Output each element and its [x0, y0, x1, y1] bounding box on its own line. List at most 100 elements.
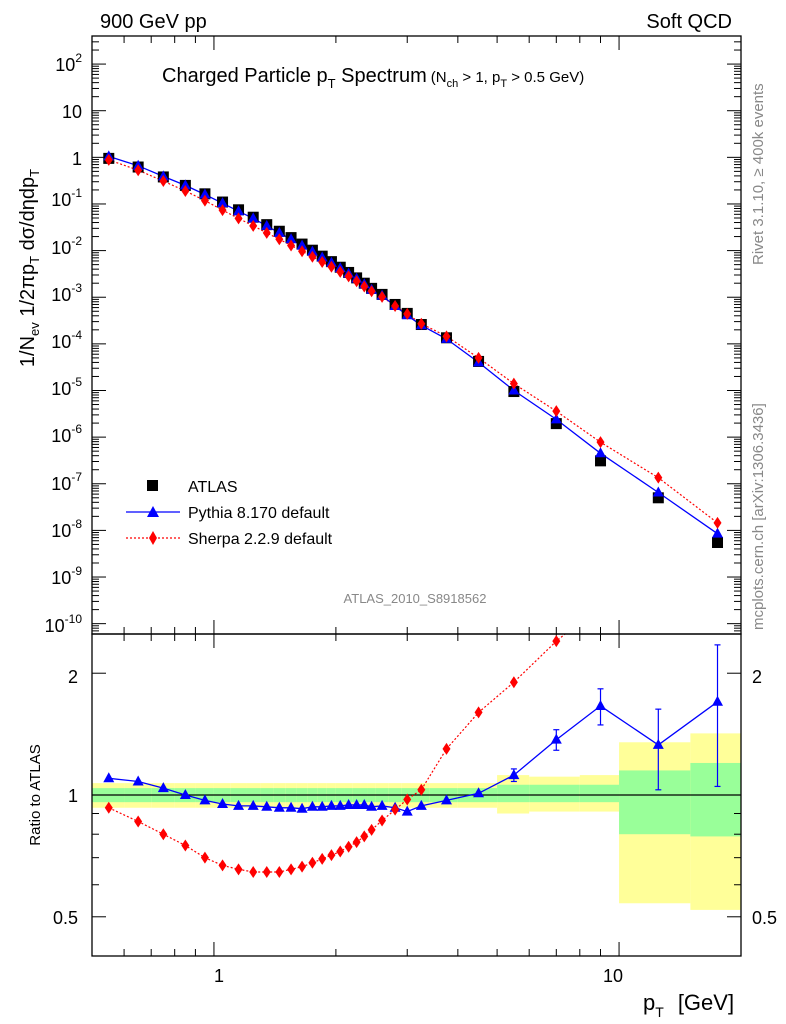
sherpa-point	[352, 275, 361, 288]
ratio-pythia-point	[712, 695, 724, 706]
sherpa-point	[417, 317, 426, 330]
sherpa-point	[336, 265, 345, 278]
sherpa-point	[360, 280, 369, 293]
atlas-point	[550, 418, 562, 430]
mcplots-label: mcplots.cern.ch [arXiv:1306.3436]	[750, 403, 767, 630]
pythia-line	[108, 155, 718, 535]
ratio-pythia-point	[343, 798, 355, 809]
sherpa-point	[474, 351, 483, 364]
ratio-pythia-point	[103, 772, 115, 783]
sherpa-point	[442, 330, 451, 343]
sherpa-point	[367, 285, 376, 298]
ratio-pythia-point	[401, 805, 413, 816]
ratio-sherpa-point	[200, 851, 209, 864]
legend-pythia-label: Pythia 8.170 default	[188, 505, 330, 522]
main-series-layer	[103, 150, 724, 548]
x-axis-label: pT [GeV]	[643, 990, 734, 1020]
ratio-sherpa-point	[218, 859, 227, 872]
ytick-label-1e-1: 10-1	[51, 186, 82, 210]
ytick-label-1: 1	[72, 149, 82, 169]
pythia-point	[199, 188, 211, 199]
analysis-watermark: ATLAS_2010_S8918562	[344, 591, 487, 606]
ytick-label-1e-10: 10-10	[45, 612, 83, 636]
ytick-label-1e-4: 10-4	[51, 328, 82, 352]
sherpa-point	[596, 436, 605, 449]
sherpa-point	[552, 405, 561, 418]
pythia-point	[652, 486, 664, 497]
ratio-pythia-point	[358, 798, 370, 809]
ratio-pythia-point	[473, 787, 485, 798]
ratio-sherpa-point	[352, 836, 361, 849]
ytick-label-1e-8: 10-8	[51, 517, 82, 541]
ratio-pythia-point	[179, 789, 191, 799]
main-ytick-labels: 10-10 10-9 10-8 10-7 10-6 10-5 10-4 10-3…	[45, 51, 83, 636]
ytick-label-1e-6: 10-6	[51, 422, 82, 446]
ratio-sherpa-point	[104, 801, 113, 814]
ratio-pythia-point	[157, 782, 169, 793]
ratio-sherpa-point	[378, 814, 387, 827]
ratio-pythia-point	[217, 798, 229, 809]
pythia-point	[306, 245, 318, 256]
sherpa-point	[308, 250, 317, 263]
ratio-sherpa-point	[298, 860, 307, 873]
sherpa-point	[378, 290, 387, 303]
ratio-sherpa-point	[262, 866, 271, 879]
main-axis-ticks	[91, 35, 742, 635]
ratio-sherpa-point	[318, 852, 327, 865]
pythia-point	[247, 212, 259, 223]
ratio-pythia-point	[306, 800, 318, 811]
ratio-band-layer	[92, 733, 741, 910]
ratio-sherpa-point	[417, 783, 426, 796]
pythia-point	[550, 413, 562, 424]
ratio-sherpa-point	[275, 866, 284, 879]
xtick-label-10: 10	[603, 966, 623, 986]
ratio-sherpa-point	[181, 839, 190, 852]
sherpa-point	[327, 260, 336, 273]
pythia-point	[273, 226, 285, 237]
pythia-point	[595, 447, 607, 458]
pythia-point	[285, 233, 297, 244]
ratio-sherpa-point	[249, 866, 258, 879]
ytick-label-1e-9: 10-9	[51, 564, 82, 588]
xtick-label-1: 1	[214, 966, 224, 986]
sherpa-point	[249, 219, 258, 232]
ratio-pythia-point	[334, 799, 346, 810]
legend-sherpa-label: Sherpa 2.2.9 default	[188, 531, 333, 548]
legend-atlas-marker	[147, 480, 158, 491]
header-right: Soft QCD	[646, 11, 732, 33]
sherpa-point	[344, 270, 353, 283]
ratio-ytick-1-left: 1	[68, 786, 78, 806]
ytick-label-100: 102	[55, 51, 82, 75]
ratio-pythia-point	[233, 799, 245, 810]
ratio-band-inner	[529, 784, 580, 803]
ratio-band-inner	[690, 762, 741, 837]
ratio-ylabel: Ratio to ATLAS	[27, 744, 44, 845]
sherpa-point	[275, 233, 284, 246]
sherpa-point	[287, 239, 296, 252]
ratio-pythia-point	[652, 738, 664, 749]
sherpa-point	[403, 307, 412, 320]
legend: ATLAS Pythia 8.170 default Sherpa 2.2.9 …	[126, 479, 333, 548]
sherpa-point	[654, 471, 663, 484]
ratio-sherpa-point	[234, 863, 243, 876]
pythia-point	[261, 219, 273, 230]
ratio-sherpa-point	[336, 845, 345, 858]
ratio-sherpa-point	[287, 863, 296, 876]
ratio-pythia-point	[415, 799, 427, 810]
ratio-sherpa-point	[360, 830, 369, 843]
ratio-pythia-point	[261, 800, 273, 811]
ytick-label-1e-2: 10-2	[51, 234, 82, 258]
ratio-pythia-point	[285, 801, 297, 812]
ratio-ytick-05-left: 0.5	[53, 908, 78, 928]
ratio-band-inner	[497, 784, 530, 803]
ratio-sherpa-point	[391, 803, 400, 816]
ratio-sherpa-point	[159, 828, 168, 841]
ratio-ytick-2-left: 2	[68, 667, 78, 687]
sherpa-point	[159, 175, 168, 188]
ratio-sherpa-point	[367, 823, 376, 836]
ytick-label-10: 10	[62, 102, 82, 122]
sherpa-point	[200, 194, 209, 207]
ratio-sherpa-point	[308, 856, 317, 869]
ratio-series-layer	[103, 634, 724, 879]
atlas-point	[652, 492, 664, 504]
